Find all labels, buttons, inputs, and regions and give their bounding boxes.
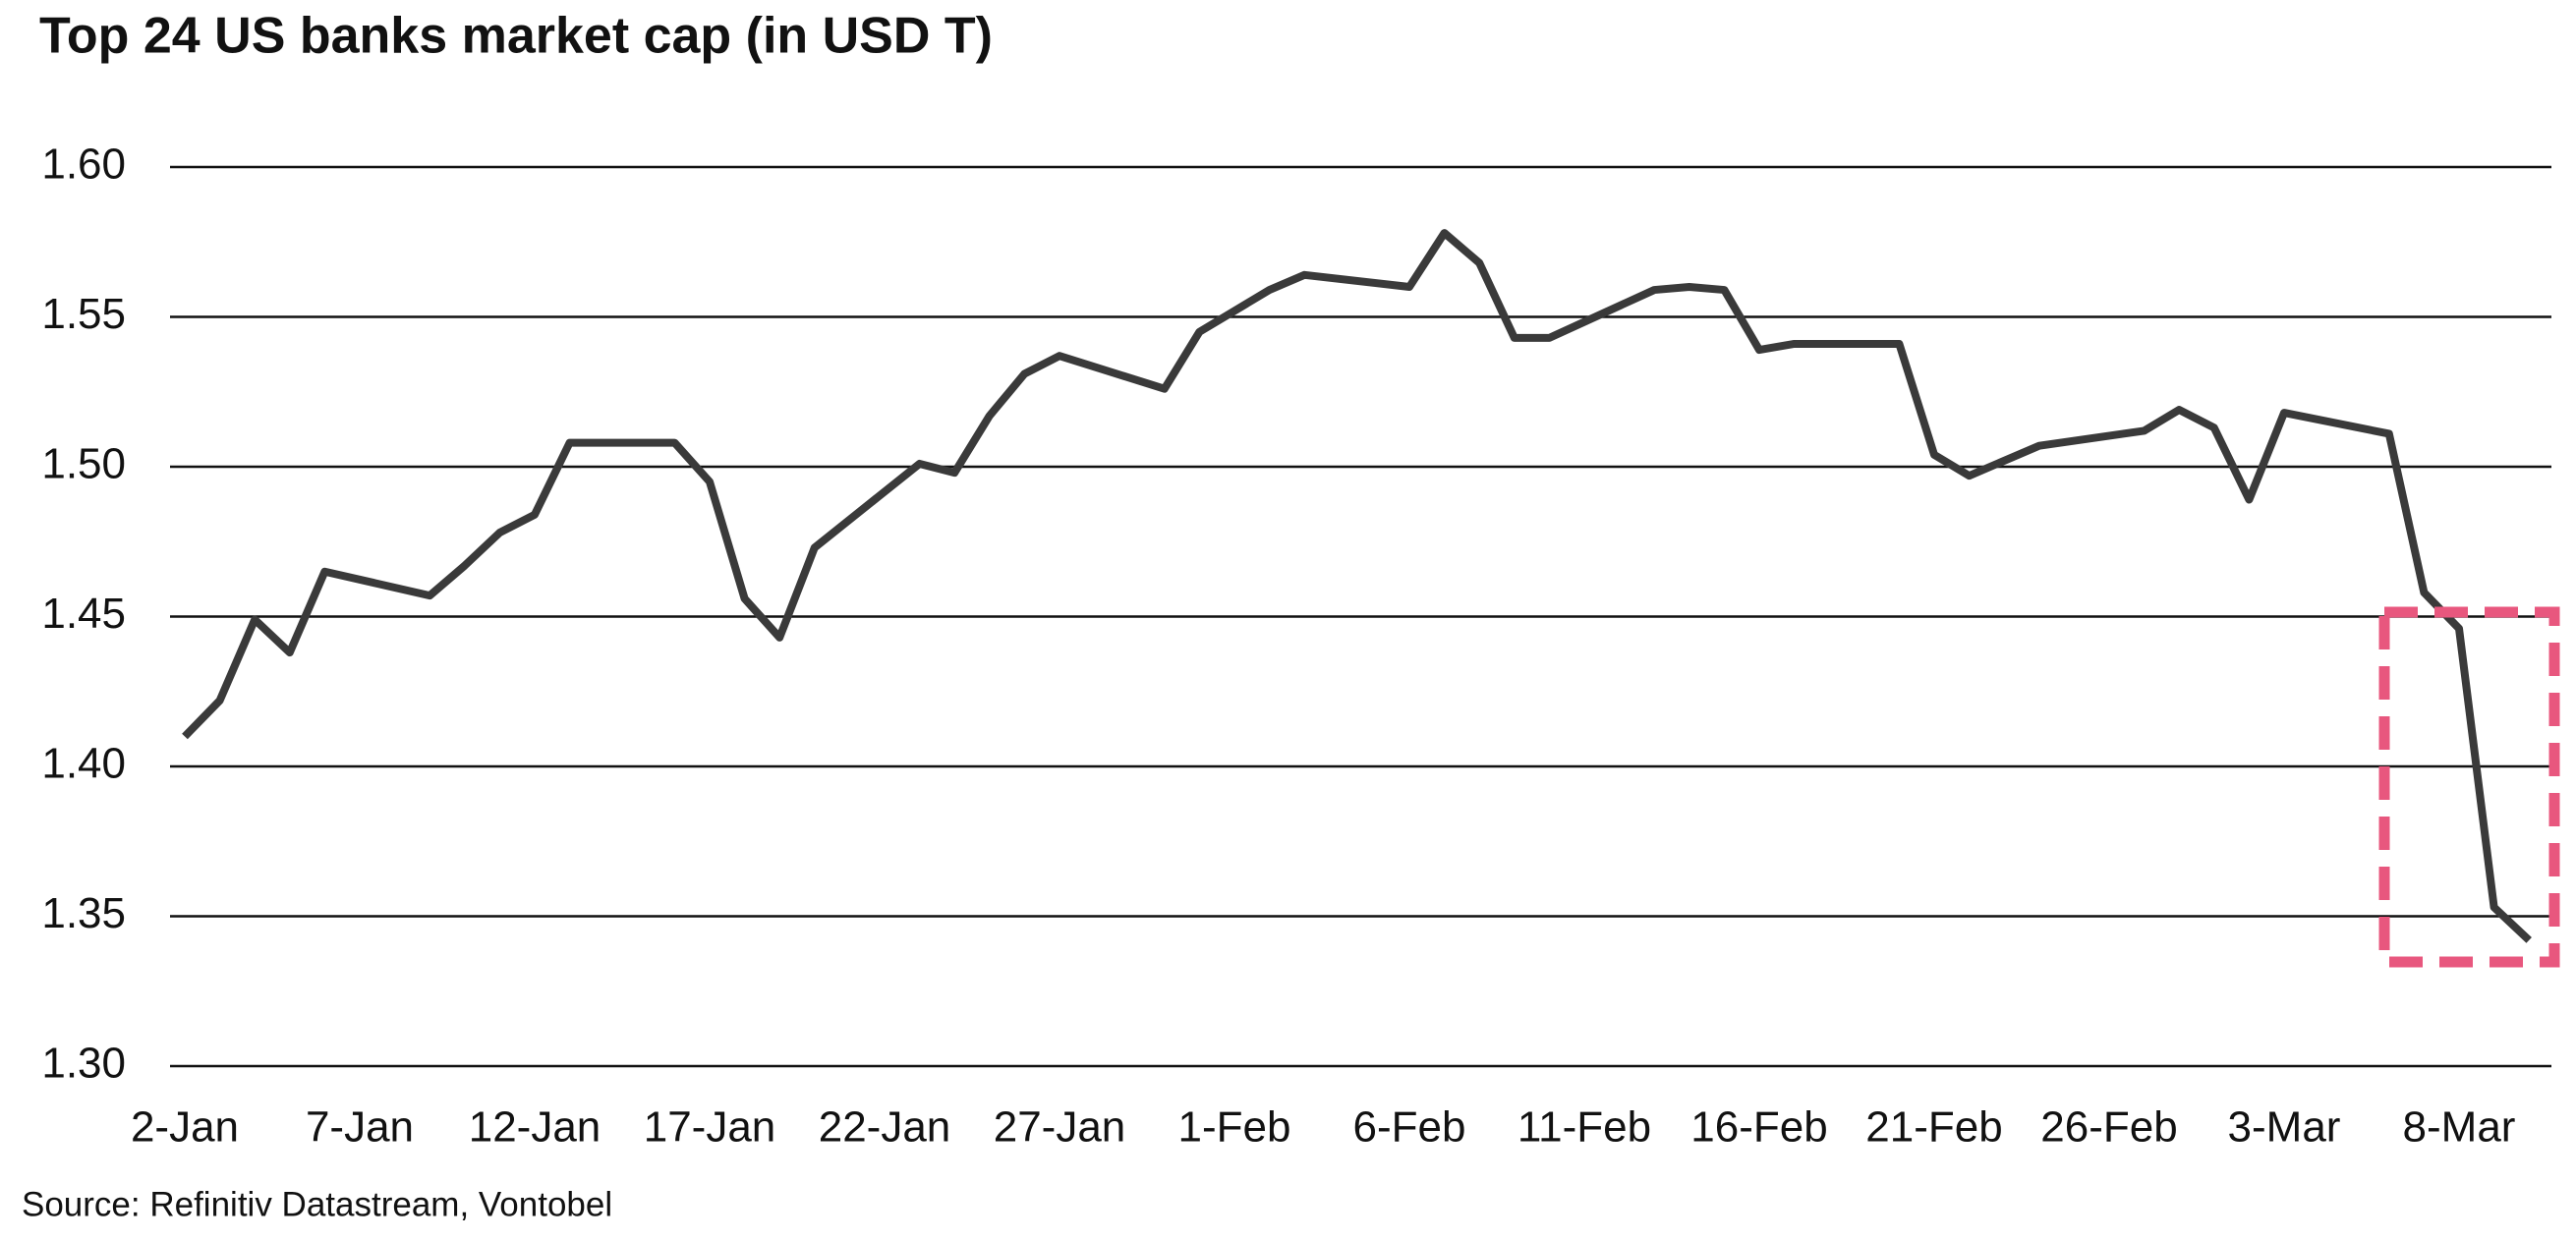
y-tick-label: 1.30 <box>41 1040 126 1088</box>
x-tick-label: 8-Mar <box>2403 1103 2516 1152</box>
x-tick-label: 3-Mar <box>2228 1103 2341 1152</box>
data-line <box>182 229 2532 943</box>
y-tick-label: 1.40 <box>41 740 126 788</box>
x-tick-label: 17-Jan <box>644 1103 776 1152</box>
x-tick-label: 11-Feb <box>1517 1103 1651 1152</box>
x-tick-label: 12-Jan <box>469 1103 601 1152</box>
source-note: Source: Refinitiv Datastream, Vontobel <box>22 1185 612 1223</box>
x-tick-label: 26-Feb <box>2040 1103 2177 1152</box>
x-tick-label: 1-Feb <box>1178 1103 1291 1152</box>
y-tick-label: 1.50 <box>41 440 126 488</box>
x-tick-label: 7-Jan <box>306 1103 414 1152</box>
x-tick-label: 27-Jan <box>994 1103 1126 1152</box>
y-tick-label: 1.60 <box>41 141 126 189</box>
x-tick-label: 2-Jan <box>131 1103 239 1152</box>
chart-title: Top 24 US banks market cap (in USD T) <box>39 8 993 65</box>
y-tick-label: 1.35 <box>41 889 126 937</box>
y-tick-label: 1.55 <box>41 290 126 338</box>
x-tick-label: 22-Jan <box>819 1103 951 1152</box>
x-tick-label: 6-Feb <box>1353 1103 1466 1152</box>
x-tick-label: 21-Feb <box>1865 1103 2002 1152</box>
highlight-box <box>2378 606 2560 968</box>
x-tick-label: 16-Feb <box>1690 1103 1827 1152</box>
y-tick-label: 1.45 <box>41 590 126 638</box>
